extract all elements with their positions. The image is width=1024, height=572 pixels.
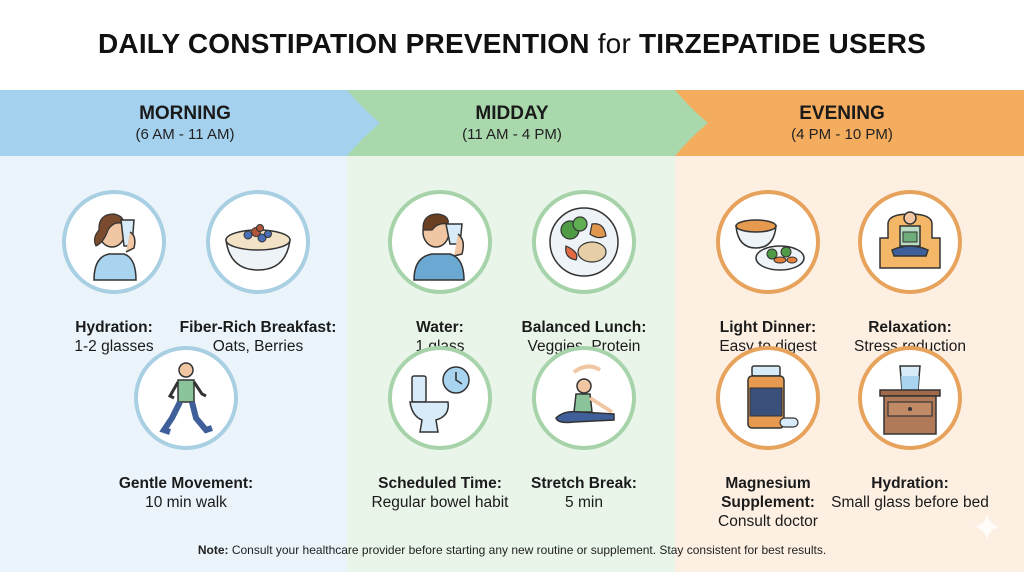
woman-drinking-water-icon	[93, 213, 137, 281]
toilet-clock-icon	[409, 366, 470, 433]
phase-hours: (6 AM - 11 AM)	[135, 126, 235, 143]
item-water-midday: Water: 1 glass	[355, 190, 525, 356]
item-head: Fiber-Rich Breakfast:	[179, 319, 337, 336]
item-head: Light Dinner:	[719, 319, 817, 336]
item-icon-circle	[858, 190, 962, 294]
phase-header-midday: MIDDAY (11 AM - 4 PM)	[382, 103, 642, 145]
item-icon-circle	[716, 190, 820, 294]
item-desc: 1-2 glasses	[74, 338, 154, 355]
item-hydration-morning: Hydration: 1-2 glasses	[29, 190, 199, 356]
phase-hours: (11 AM - 4 PM)	[462, 126, 562, 143]
soup-and-vegetables-icon	[735, 219, 805, 271]
item-desc: Oats, Berries	[212, 338, 304, 355]
item-gentle-movement: Gentle Movement: 10 min walk	[101, 346, 271, 512]
midday-column: Water: 1 glass Balanced Lunch: Veggies, …	[347, 156, 675, 572]
item-head: Balanced Lunch:	[521, 319, 647, 336]
balanced-lunch-plate-icon	[549, 207, 619, 277]
item-stretch-break: Stretch Break: 5 min	[499, 346, 669, 512]
item-head: Hydration:	[871, 475, 949, 492]
item-desc: 10 min walk	[145, 494, 227, 511]
title-connector: for	[597, 28, 631, 59]
item-head: Scheduled Time:	[378, 475, 502, 492]
morning-column: Hydration: 1-2 glasses Fiber-Rich Breakf…	[0, 156, 347, 572]
item-icon-circle	[134, 346, 238, 450]
item-desc: 5 min	[565, 494, 603, 511]
title-part-2: TIRZEPATIDE USERS	[638, 28, 927, 59]
item-desc: Small glass before bed	[831, 494, 989, 511]
item-light-dinner: Light Dinner: Easy to digest	[683, 190, 853, 356]
phase-name: MORNING	[139, 103, 231, 124]
item-icon-circle	[388, 190, 492, 294]
phase-name: MIDDAY	[475, 103, 549, 124]
footer-note: Note: Consult your healthcare provider b…	[0, 543, 1024, 557]
supplement-bottle-moon-icon	[747, 365, 799, 429]
item-head: Water:	[416, 319, 464, 336]
item-icon-circle	[532, 346, 636, 450]
item-desc: Regular bowel habit	[371, 494, 509, 511]
banner-arrows	[0, 90, 1024, 156]
item-desc: Consult doctor	[718, 513, 818, 530]
item-scheduled-time: Scheduled Time: Regular bowel habit	[355, 346, 525, 512]
sparkle-icon	[974, 514, 1000, 540]
item-head: Gentle Movement:	[118, 475, 254, 492]
item-icon-circle	[532, 190, 636, 294]
evening-column: Light Dinner: Easy to digest Relaxation:…	[675, 156, 1024, 572]
item-icon-circle	[858, 346, 962, 450]
phase-hours: (4 PM - 10 PM)	[791, 126, 893, 143]
item-head: Hydration:	[75, 319, 153, 336]
person-reading-armchair-icon	[879, 211, 941, 269]
walking-person-icon	[159, 362, 213, 435]
time-of-day-banner: MORNING (6 AM - 11 AM) MIDDAY (11 AM - 4…	[0, 90, 1024, 156]
item-icon-circle	[716, 346, 820, 450]
page-title: DAILY CONSTIPATION PREVENTION for TIRZEP…	[0, 28, 1024, 60]
item-head: Relaxation:	[868, 319, 952, 336]
oatmeal-berries-bowl-icon	[225, 224, 291, 271]
note-text: Consult your healthcare provider before …	[231, 543, 827, 557]
item-relaxation: Relaxation: Stress reduction	[825, 190, 995, 356]
item-icon-circle	[388, 346, 492, 450]
man-drinking-water-icon	[413, 213, 465, 281]
item-fiber-breakfast: Fiber-Rich Breakfast: Oats, Berries	[173, 190, 343, 356]
note-label: Note:	[197, 543, 229, 557]
water-glass-nightstand-icon	[879, 365, 941, 435]
item-head: Magnesium Supplement:	[721, 475, 815, 511]
item-balanced-lunch: Balanced Lunch: Veggies, Protein	[499, 190, 669, 356]
item-magnesium-supplement: Magnesium Supplement: Consult doctor	[683, 346, 853, 531]
phase-header-morning: MORNING (6 AM - 11 AM)	[55, 103, 315, 145]
item-hydration-evening: Hydration: Small glass before bed	[825, 346, 995, 512]
title-part-1: DAILY CONSTIPATION PREVENTION	[97, 28, 590, 59]
phase-header-evening: EVENING (4 PM - 10 PM)	[712, 103, 972, 145]
phase-name: EVENING	[799, 103, 885, 124]
item-head: Stretch Break:	[531, 475, 637, 492]
stretching-person-icon	[555, 364, 615, 424]
item-icon-circle	[206, 190, 310, 294]
item-icon-circle	[62, 190, 166, 294]
